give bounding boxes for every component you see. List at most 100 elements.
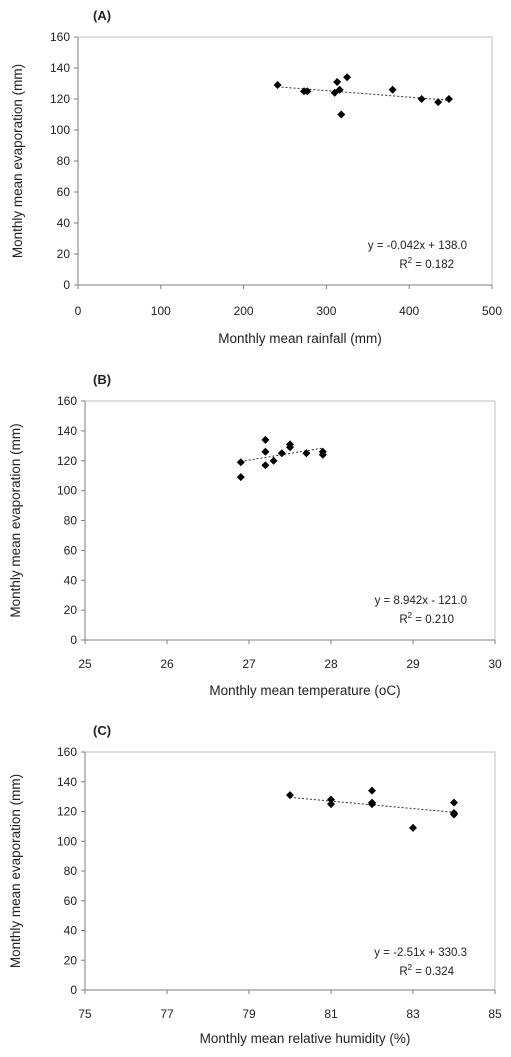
r-squared-value: = 0.210 [412,614,454,626]
y-axis-title: Monthly mean evaporation (mm) [10,64,25,258]
r-squared-exponent: 2 [408,611,413,620]
x-tick-label: 0 [75,304,82,318]
x-tick-label: 30 [488,657,502,671]
data-point [368,800,376,809]
data-point [343,73,352,82]
y-tick-label: 80 [64,864,78,878]
x-tick-label: 83 [406,1007,420,1021]
y-tick-label: 20 [64,603,78,617]
x-axis-title: Monthly mean rainfall (mm) [218,331,382,346]
data-point [335,85,344,94]
data-point [444,95,453,103]
x-axis-title: Monthly mean relative humidity (%) [200,1031,411,1046]
y-tick-label: 60 [64,894,78,908]
data-point [327,800,335,809]
data-point [327,795,335,804]
y-tick-label: 80 [64,514,78,528]
r-squared-value: = 0.324 [412,966,454,978]
y-tick-label: 160 [57,394,77,408]
data-point [273,81,282,90]
y-tick-label: 160 [50,30,70,44]
trendline-equation: y = -0.042x + 138.0 [368,240,467,252]
trendline-equation: y = 8.942x - 121.0 [375,595,467,607]
data-point [330,88,339,97]
y-tick-label: 100 [57,834,77,848]
y-tick-label: 140 [57,424,77,438]
data-point [434,98,443,107]
x-tick-label: 500 [482,304,502,318]
x-tick-label: 300 [316,304,336,318]
data-point [261,461,270,470]
r-squared-symbol: R [399,966,407,978]
data-point [388,85,397,94]
y-tick-label: 40 [64,573,78,587]
data-point [261,447,270,456]
y-tick-label: 20 [57,247,71,261]
panel-label: (C) [93,723,111,738]
chart-panel-2: (B) 0 20 40 60 80 100 120 140 160 25 26 27 28 29 30 Mont… [8,372,502,698]
data-point [450,810,458,819]
y-tick-label: 120 [50,92,70,106]
y-tick-label: 100 [50,123,70,137]
data-point [277,449,286,458]
r-squared-label: R2 = 0.324 [399,963,454,978]
y-tick-label: 40 [57,216,71,230]
data-point [269,456,278,465]
data-point [286,791,294,800]
r-squared-symbol: R [399,259,407,271]
y-tick-label: 0 [70,633,77,647]
r-squared-exponent: 2 [408,963,413,972]
y-tick-label: 160 [57,745,77,759]
y-tick-label: 140 [50,61,70,75]
r-squared-symbol: R [399,614,407,626]
x-tick-label: 26 [160,657,174,671]
trendline-equation: y = -2.51x + 330.3 [374,947,467,959]
x-tick-label: 75 [78,1007,92,1021]
x-tick-label: 27 [242,657,256,671]
chart-panel-3: (C) 0 20 40 60 80 100 120 140 160 75 77 79 81 83 85 Mont… [8,723,502,1046]
data-point [303,87,312,96]
data-point [333,77,342,86]
data-point [236,458,245,467]
data-point [417,95,426,103]
r-squared-exponent: 2 [408,256,413,265]
data-point [261,435,270,444]
data-point [409,823,417,832]
x-tick-label: 81 [324,1007,338,1021]
data-point [450,798,458,807]
y-axis-title: Monthly mean evaporation (mm) [8,423,23,617]
data-point [302,449,311,458]
data-point [318,450,327,459]
panel-label: (B) [93,372,111,387]
x-axis-title: Monthly mean temperature (oC) [209,683,400,698]
y-tick-label: 0 [63,278,70,292]
y-tick-label: 40 [64,924,78,938]
data-point [337,110,346,119]
x-tick-label: 77 [160,1007,174,1021]
y-tick-label: 100 [57,484,77,498]
x-tick-label: 25 [78,657,92,671]
y-tick-label: 120 [57,805,77,819]
chart-panel-1: (A) 0 20 40 60 80 100 120 140 160 0 100 200 300 400 500… [10,8,502,346]
y-tick-label: 20 [64,953,78,967]
y-tick-label: 60 [57,185,71,199]
data-point [368,786,376,795]
x-tick-label: 200 [234,304,254,318]
y-tick-label: 60 [64,543,78,557]
y-tick-label: 120 [57,454,77,468]
y-tick-label: 80 [57,154,71,168]
r-squared-value: = 0.182 [412,259,454,271]
r-squared-label: R2 = 0.182 [399,256,454,271]
x-tick-label: 79 [242,1007,256,1021]
x-tick-label: 85 [488,1007,502,1021]
x-tick-label: 100 [151,304,171,318]
y-tick-label: 0 [70,983,77,997]
trendline [289,796,455,813]
r-squared-label: R2 = 0.210 [399,611,454,626]
y-tick-label: 140 [57,775,77,789]
y-axis-title: Monthly mean evaporation (mm) [8,774,23,968]
data-point [236,473,245,482]
data-point [286,443,294,452]
x-tick-label: 400 [399,304,419,318]
